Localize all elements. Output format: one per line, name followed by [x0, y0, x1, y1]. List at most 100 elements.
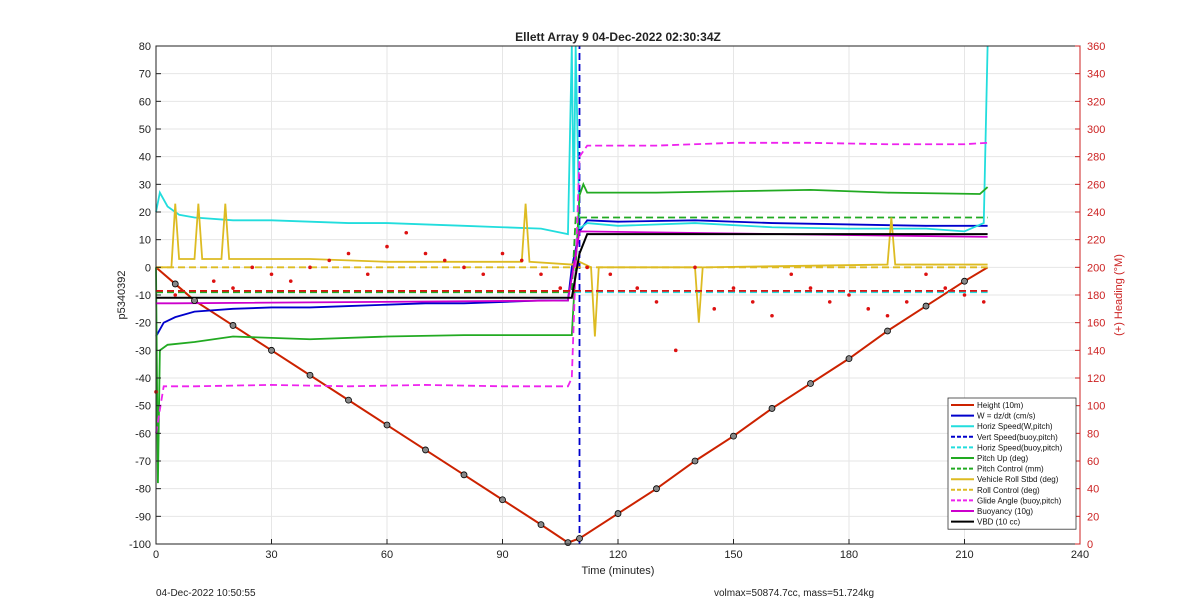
y-tick-label-left-13: 30: [139, 179, 151, 191]
y-tick-label-left-0: -100: [129, 539, 151, 551]
y-tick-label-left-18: 80: [139, 41, 151, 53]
heading-point-5: [250, 265, 255, 270]
heading-point-37: [885, 313, 890, 318]
y-tick-label-left-8: -20: [135, 318, 151, 330]
height-marker-19: [807, 380, 814, 387]
height-marker-17: [730, 432, 737, 440]
height-marker-5: [306, 371, 314, 379]
series-line-2: [155, 45, 989, 236]
heading-point-21: [558, 286, 563, 290]
height-marker-12: [564, 539, 572, 547]
heading-point-25: [654, 300, 659, 304]
y-tick-label-right-15: 300: [1087, 124, 1105, 136]
legend-box: [947, 397, 1077, 530]
y-tick-label-right-8: 160: [1087, 318, 1105, 330]
legend-entry-4: Horiz Speed(buoy,pitch): [977, 443, 1063, 452]
chart-title: Ellett Array 9 04-Dec-2022 02:30:34Z: [515, 30, 721, 44]
legend-entry-0: Height (10m): [977, 401, 1024, 410]
series-line-6: [156, 216, 988, 294]
series-line-5: [155, 181, 989, 484]
y-tick-label-right-6: 120: [1087, 373, 1105, 385]
heading-point-30: [750, 300, 755, 304]
height-marker-16: [691, 457, 699, 465]
y-tick-label-right-9: 180: [1087, 290, 1105, 302]
height-marker-20: [845, 355, 853, 363]
legend-entry-3: Vert Speed(buoy,pitch): [977, 433, 1058, 442]
legend-entry-10: Buoyancy (10g): [977, 507, 1033, 516]
y-tick-label-right-5: 100: [1087, 401, 1105, 413]
y-tick-label-left-15: 50: [139, 124, 151, 136]
heading-point-33: [808, 286, 813, 290]
height-marker-23: [961, 277, 968, 285]
height-markers: [171, 277, 968, 547]
y-tick-label-right-13: 260: [1087, 179, 1105, 191]
heading-point-17: [481, 272, 486, 277]
height-marker-2: [191, 297, 198, 304]
heading-point-32: [789, 272, 794, 277]
y-tick-label-left-3: -70: [135, 456, 151, 468]
heading-point-41: [962, 293, 967, 297]
heading-point-18: [500, 251, 505, 256]
legend-entry-2: Horiz Speed(W,pitch): [977, 422, 1053, 431]
heading-point-20: [539, 272, 543, 277]
y-tick-label-left-10: 0: [145, 262, 151, 274]
y-tick-label-left-1: -90: [135, 511, 151, 523]
heading-point-11: [365, 272, 370, 277]
y-tick-label-left-2: -80: [135, 484, 151, 496]
heading-point-40: [943, 286, 948, 290]
y-tick-label-left-5: -50: [135, 401, 151, 413]
series-heading-dots: [154, 230, 986, 394]
heading-point-23: [608, 272, 613, 277]
heading-point-4: [231, 286, 235, 290]
footer-timestamp: 04-Dec-2022 10:50:55: [156, 588, 256, 599]
y-tick-label-right-16: 320: [1087, 96, 1105, 108]
heading-point-36: [866, 307, 871, 311]
x-tick-label-0: 0: [153, 549, 159, 561]
x-tick-label-8: 240: [1071, 549, 1089, 561]
heading-point-14: [423, 251, 428, 256]
y-ticks-right: 0 20 40 60 80 100 120 140 160 180 200 220 240 260 280 3…: [1075, 41, 1105, 551]
heading-point-1: [173, 293, 178, 297]
y-tick-label-left-7: -30: [135, 345, 151, 357]
heading-point-34: [827, 300, 832, 304]
series-line-0: [155, 266, 989, 544]
legend-entry-5: Pitch Up (deg): [977, 454, 1028, 463]
heading-point-22: [585, 265, 589, 270]
height-marker-3: [229, 322, 237, 329]
x-tick-label-2: 60: [381, 549, 393, 561]
y-tick-label-right-17: 340: [1087, 69, 1105, 81]
y-tick-label-right-10: 200: [1087, 262, 1105, 274]
heading-point-19: [519, 258, 524, 263]
height-marker-9: [460, 471, 468, 479]
height-marker-14: [614, 510, 622, 517]
x-tick-label-5: 150: [724, 549, 742, 561]
x-tick-label-7: 210: [955, 549, 973, 561]
y-tick-label-right-0: 0: [1087, 539, 1093, 551]
height-marker-8: [422, 446, 429, 454]
x-tick-label-6: 180: [840, 549, 858, 561]
heading-point-35: [847, 293, 851, 297]
heading-point-10: [346, 251, 351, 256]
y-tick-label-left-16: 60: [139, 96, 151, 108]
legend-entry-11: VBD (10 cc): [977, 518, 1020, 527]
heading-point-27: [693, 265, 697, 270]
y-axis-label-left: p5340392: [116, 271, 128, 320]
legend-entry-8: Roll Control (deg): [977, 486, 1040, 495]
height-marker-11: [537, 521, 545, 529]
height-marker-6: [345, 396, 352, 404]
height-marker-15: [653, 485, 660, 493]
series-line-11: [156, 233, 988, 299]
heading-point-26: [673, 348, 678, 353]
y-tick-label-right-18: 360: [1087, 41, 1105, 53]
height-marker-7: [383, 421, 391, 429]
heading-point-31: [770, 313, 774, 318]
legend-entry-1: W = dz/dt (cm/s): [977, 412, 1036, 421]
y-tick-label-left-12: 20: [139, 207, 151, 219]
y-tick-label-left-9: -10: [135, 290, 151, 302]
height-marker-22: [922, 302, 930, 310]
heading-point-12: [385, 244, 389, 249]
height-marker-1: [171, 280, 179, 288]
height-marker-4: [268, 346, 275, 354]
legend-entry-7: Vehicle Roll Stbd (deg): [977, 475, 1059, 484]
legend-entry-9: Glide Angle (buoy,pitch): [977, 496, 1062, 505]
